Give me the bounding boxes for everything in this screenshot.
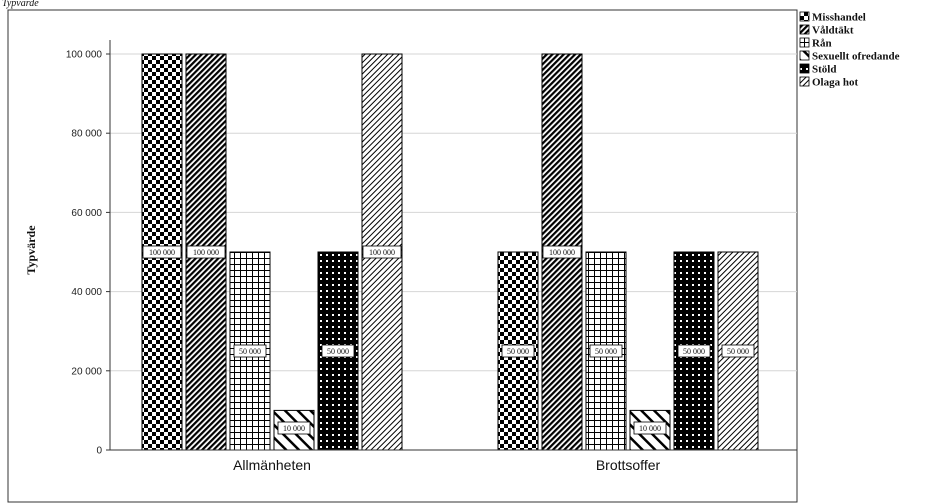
legend-swatch: [799, 24, 810, 35]
legend-entry: Rån: [812, 38, 832, 50]
data-label: 100 000: [549, 248, 575, 257]
data-label: 50 000: [507, 347, 529, 356]
y-axis-ticks: 0 20 000 40 000 60 000 80 000 100 000: [66, 50, 110, 457]
y-tick-label: 0: [96, 446, 102, 457]
y-tick-label: 20 000: [71, 366, 102, 377]
data-label: 50 000: [727, 347, 749, 356]
legend-swatch: [799, 50, 810, 61]
legend-swatch: [799, 37, 810, 48]
data-label-box: [501, 344, 535, 358]
data-label: 100 000: [149, 248, 175, 257]
category-label: Allmänheten: [233, 457, 311, 473]
data-label-box: [142, 245, 182, 259]
data-label: 10 000: [283, 424, 305, 433]
y-axis-label: Typvärde: [24, 225, 38, 275]
category-label: Brottsoffer: [596, 457, 661, 473]
data-label-box: [677, 344, 711, 358]
data-label-box: [721, 344, 755, 358]
data-label-box: [321, 344, 355, 358]
corner-label: Typvärde: [2, 0, 39, 9]
bars: [141, 53, 759, 451]
y-tick-label: 80 000: [71, 129, 102, 140]
data-label: 50 000: [327, 347, 349, 356]
data-label: 50 000: [683, 347, 705, 356]
y-tick-label: 100 000: [66, 50, 103, 61]
legend-entry: Olaga hot: [812, 77, 858, 89]
data-label: 10 000: [639, 424, 661, 433]
x-axis-categories: Allmänheten Brottsoffer: [233, 457, 660, 473]
data-label-box: [589, 344, 623, 358]
y-tick-label: 60 000: [71, 208, 102, 219]
legend-entry: Våldtäkt: [812, 25, 854, 37]
data-label-box: [633, 421, 667, 435]
data-labels: 100 000 100 000 50 000 10 000 50 000 100 000 5…: [142, 245, 755, 435]
data-label-box: [277, 421, 311, 435]
legend-swatch: [799, 63, 810, 74]
data-label-box: [233, 344, 267, 358]
data-label: 100 000: [193, 248, 219, 257]
plot-frame: [7, 9, 798, 503]
data-label-box: [362, 245, 402, 259]
data-label: 100 000: [369, 248, 395, 257]
legend-swatch: [799, 11, 810, 22]
y-tick-label: 40 000: [71, 287, 102, 298]
legend-entry: Sexuellt ofredande: [812, 51, 900, 63]
legend-entry: Stöld: [812, 64, 836, 76]
legend-swatch: [799, 76, 810, 87]
data-label-box: [186, 245, 226, 259]
legend-entry: Misshandel: [812, 12, 866, 24]
data-label-box: [542, 245, 582, 259]
data-label: 50 000: [239, 347, 261, 356]
data-label: 50 000: [595, 347, 617, 356]
